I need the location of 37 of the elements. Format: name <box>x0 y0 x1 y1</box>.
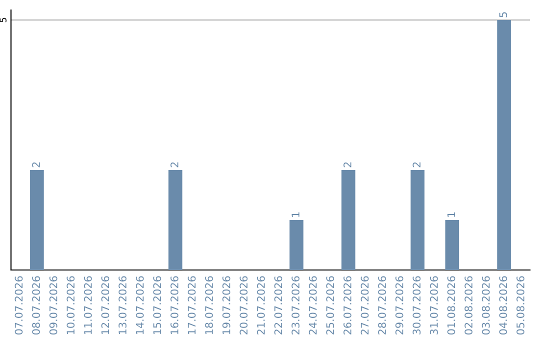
x-tick-label: 08.07.2026 <box>32 276 40 335</box>
x-tick-label: 22.07.2026 <box>274 276 282 334</box>
x-tick-label: 19.07.2026 <box>222 276 230 334</box>
x-tick-label: 24.07.2026 <box>308 276 317 334</box>
x-tick-label: 16.07.2026 <box>170 276 178 334</box>
x-tick-label: 21.07.2026 <box>256 276 265 334</box>
data-label: 2 <box>412 162 420 168</box>
data-label: 2 <box>343 162 352 168</box>
x-tick-label: 07.07.2026 <box>14 276 23 335</box>
data-label: 5 <box>499 12 508 18</box>
x-tick-label: 03.08.2026 <box>482 276 490 335</box>
x-tick-label: 15.07.2026 <box>153 276 162 334</box>
x-tick-label: 29.07.2026 <box>395 276 404 334</box>
x-tick-label: 30.07.2026 <box>412 276 421 334</box>
x-tick-label: 01.08.2026 <box>447 276 456 335</box>
x-tick-label: 02.08.2026 <box>464 276 472 335</box>
x-tick-label: 11.07.2026 <box>84 276 92 334</box>
x-tick-label: 05.08.2026 <box>516 276 524 335</box>
data-label: 2 <box>170 162 178 168</box>
x-tick-label: 23.07.2026 <box>292 276 300 334</box>
data-label: 1 <box>292 212 300 217</box>
x-tick-label: 17.07.2026 <box>188 276 196 334</box>
x-tick-label: 25.07.2026 <box>326 276 334 334</box>
x-tick-label: 20.07.2026 <box>240 276 248 334</box>
x-tick-label: 13.07.2026 <box>118 276 126 334</box>
x-tick-label: 04.08.2026 <box>499 276 508 335</box>
x-tick-label: 27.07.2026 <box>360 276 369 334</box>
x-tick-label: 10.07.2026 <box>66 276 75 334</box>
x-tick-label: 28.07.2026 <box>378 276 386 334</box>
x-tick-label: 18.07.2026 <box>205 276 213 334</box>
x-tick-label: 12.07.2026 <box>101 276 110 334</box>
x-tick-label: 26.07.2026 <box>343 276 352 334</box>
data-label: 1 <box>447 212 456 217</box>
data-label: 2 <box>32 162 40 168</box>
x-tick-label: 31.07.2026 <box>430 276 438 334</box>
x-tick-label: 09.07.2026 <box>49 276 58 335</box>
x-tick-label: 14.07.2026 <box>136 276 144 334</box>
